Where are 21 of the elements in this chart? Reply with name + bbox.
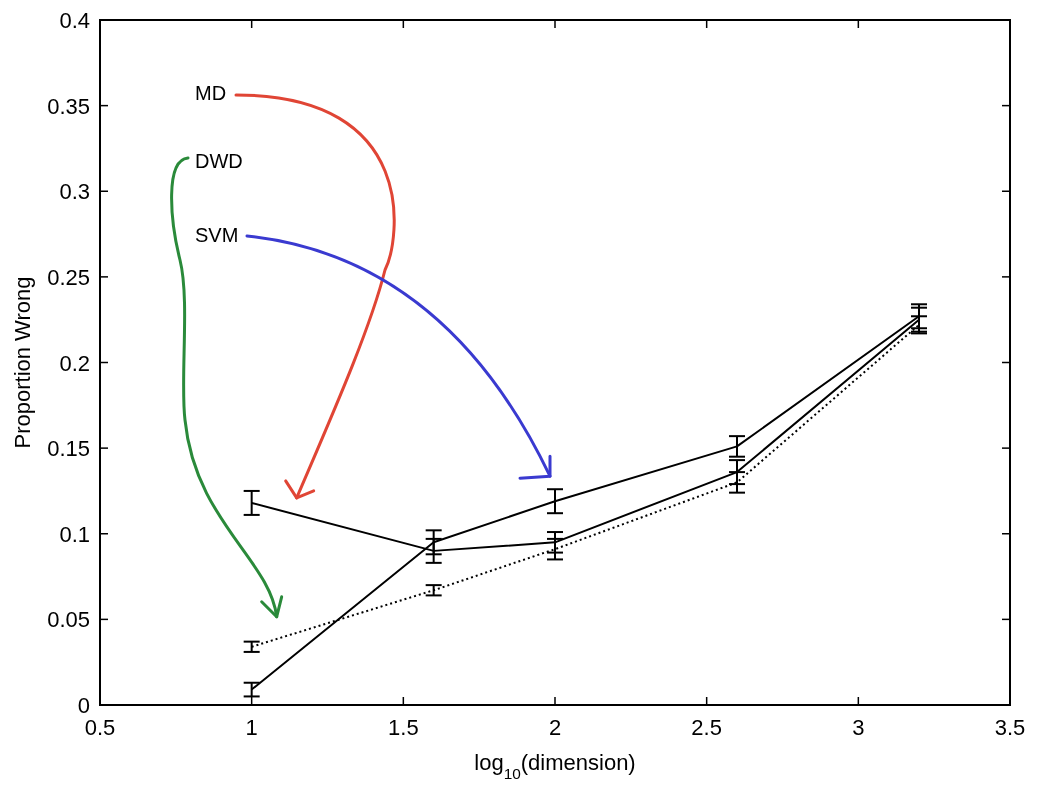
y-tick-label: 0.25 — [47, 264, 90, 290]
x-tick-label: 1 — [245, 715, 258, 740]
x-tick-label: 3.5 — [994, 715, 1026, 740]
x-tick-label: 0.5 — [84, 715, 116, 740]
y-axis-title: Proportion Wrong — [10, 276, 35, 449]
y-tick-label: 0.2 — [59, 350, 90, 376]
text: SVM — [195, 224, 239, 246]
x-tick-label: 2 — [548, 715, 562, 740]
x-axis-title: log$_{10}$(dimension) — [474, 750, 636, 782]
y-tick-label: 0.4 — [59, 8, 90, 33]
y-tick-label: 0.1 — [59, 521, 90, 547]
y-tick-label: 0.05 — [47, 607, 90, 633]
text: DWD — [195, 150, 243, 172]
x-tick-label: 3 — [852, 715, 865, 740]
x-tick-label: 1.5 — [388, 715, 419, 740]
text: MD — [195, 82, 227, 104]
x-tick-label: 2.5 — [691, 715, 722, 740]
y-tick-label: 0 — [77, 693, 90, 718]
y-tick-label: 0.3 — [59, 179, 90, 205]
y-tick-label: 0.15 — [47, 436, 90, 462]
y-tick-label: 0.35 — [47, 93, 90, 119]
